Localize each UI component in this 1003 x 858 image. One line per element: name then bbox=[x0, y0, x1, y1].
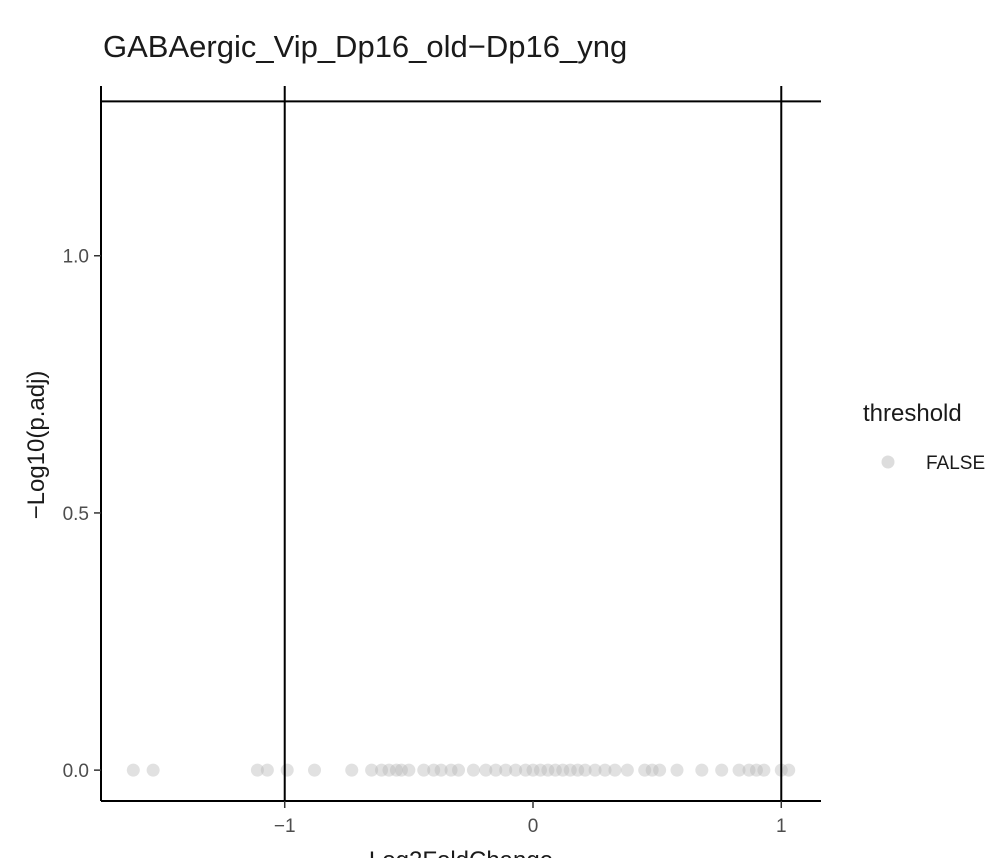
data-point bbox=[444, 763, 458, 777]
data-point bbox=[742, 763, 756, 777]
data-point bbox=[563, 763, 577, 777]
data-point bbox=[452, 763, 466, 777]
data-point bbox=[126, 763, 140, 777]
data-point bbox=[509, 763, 523, 777]
data-point bbox=[489, 763, 503, 777]
x-tick-label: 1 bbox=[776, 816, 787, 837]
legend-title: threshold bbox=[863, 400, 962, 427]
data-point bbox=[499, 763, 513, 777]
x-tick-label: 0 bbox=[528, 816, 539, 837]
y-tick-label: 0.5 bbox=[63, 504, 89, 525]
x-axis-ticks: −1 0 1 bbox=[274, 801, 787, 837]
x-tick-label: −1 bbox=[274, 816, 296, 837]
y-axis-title: −Log10(p.adj) bbox=[23, 371, 50, 520]
data-point bbox=[653, 763, 667, 777]
data-point bbox=[250, 763, 264, 777]
y-axis-ticks: 0.0 0.5 1.0 bbox=[63, 247, 101, 782]
data-point bbox=[541, 763, 555, 777]
data-point bbox=[548, 763, 562, 777]
legend: threshold FALSE bbox=[863, 400, 985, 474]
chart-title: GABAergic_Vip_Dp16_old−Dp16_yng bbox=[103, 29, 627, 64]
data-point bbox=[670, 763, 684, 777]
data-point bbox=[695, 763, 709, 777]
data-point bbox=[417, 763, 431, 777]
data-point bbox=[732, 763, 746, 777]
data-point bbox=[146, 763, 160, 777]
data-point bbox=[389, 763, 403, 777]
legend-label-false: FALSE bbox=[926, 453, 985, 474]
data-point bbox=[571, 763, 585, 777]
data-point bbox=[308, 763, 322, 777]
data-point bbox=[375, 763, 389, 777]
y-tick-label: 1.0 bbox=[63, 247, 89, 268]
data-point bbox=[526, 763, 540, 777]
data-point bbox=[466, 763, 480, 777]
data-point bbox=[608, 763, 622, 777]
data-point bbox=[620, 763, 634, 777]
data-point bbox=[556, 763, 570, 777]
data-point bbox=[519, 763, 533, 777]
data-point bbox=[645, 763, 659, 777]
data-point bbox=[345, 763, 359, 777]
data-point bbox=[598, 763, 612, 777]
data-point bbox=[427, 763, 441, 777]
data-point bbox=[578, 763, 592, 777]
data-point bbox=[749, 763, 763, 777]
data-point bbox=[479, 763, 493, 777]
data-point bbox=[365, 763, 379, 777]
y-tick-label: 0.0 bbox=[63, 761, 89, 782]
data-point bbox=[588, 763, 602, 777]
data-point bbox=[402, 763, 416, 777]
data-point bbox=[434, 763, 448, 777]
data-point bbox=[715, 763, 729, 777]
data-point bbox=[757, 763, 771, 777]
data-point bbox=[260, 763, 274, 777]
data-points bbox=[126, 763, 796, 777]
data-point bbox=[782, 763, 796, 777]
data-point bbox=[394, 763, 408, 777]
reference-lines bbox=[101, 86, 821, 801]
legend-key-false bbox=[881, 455, 895, 469]
data-point bbox=[382, 763, 396, 777]
data-point bbox=[280, 763, 294, 777]
data-point bbox=[638, 763, 652, 777]
data-point bbox=[533, 763, 547, 777]
x-axis-title: Log2FoldChange bbox=[369, 847, 553, 858]
